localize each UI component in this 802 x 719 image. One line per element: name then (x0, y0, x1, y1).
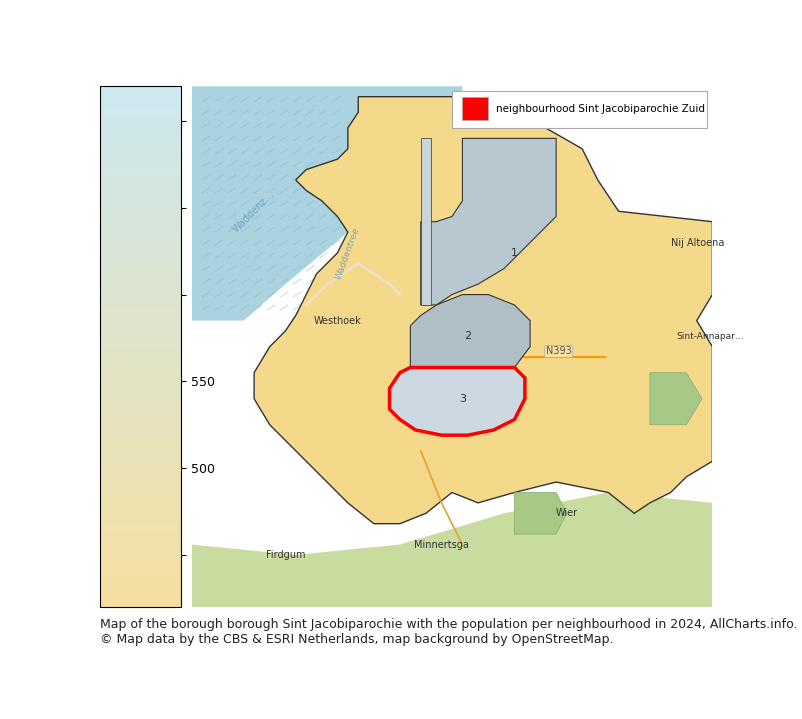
Text: Westhoek: Westhoek (313, 316, 361, 326)
Polygon shape (410, 295, 529, 378)
Text: Map of the borough borough Sint Jacobiparochie with the population per neighbour: Map of the borough borough Sint Jacobipa… (100, 618, 797, 646)
Text: Wier: Wier (555, 508, 577, 518)
Text: Nij Altoena: Nij Altoena (670, 237, 723, 247)
Text: N393: N393 (545, 347, 571, 357)
Text: 2: 2 (464, 331, 471, 342)
Bar (452, 91, 707, 128)
Text: 1: 1 (510, 248, 517, 258)
Text: Sint-Annapar…: Sint-Annapar… (675, 331, 743, 341)
Bar (462, 96, 488, 120)
Polygon shape (253, 96, 711, 523)
Text: 3: 3 (458, 394, 465, 404)
Polygon shape (420, 138, 431, 305)
Polygon shape (514, 493, 566, 534)
Polygon shape (192, 493, 711, 607)
Text: Firdgum: Firdgum (265, 550, 305, 560)
Polygon shape (649, 372, 701, 425)
Text: neighbourhood Sint Jacobiparochie Zuid: neighbourhood Sint Jacobiparochie Zuid (496, 104, 704, 114)
Polygon shape (192, 86, 462, 321)
Text: Minnertsga: Minnertsga (414, 539, 468, 549)
Text: Waddenz…: Waddenz… (231, 188, 277, 234)
Polygon shape (420, 138, 556, 305)
Text: Waddentree: Waddentree (334, 226, 361, 280)
Polygon shape (389, 367, 525, 435)
